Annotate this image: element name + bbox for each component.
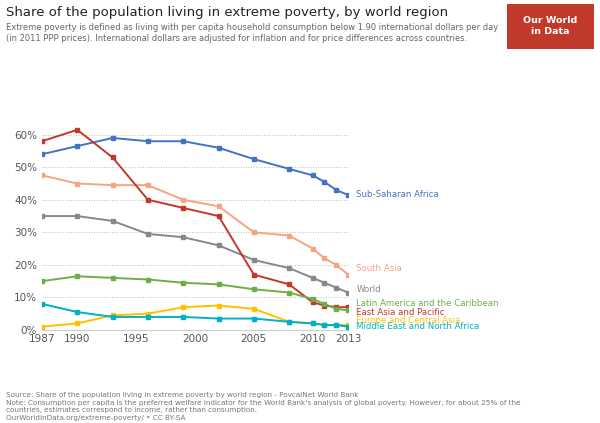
Text: East Asia and Pacific: East Asia and Pacific <box>356 308 445 316</box>
Text: Europe and Central Asia: Europe and Central Asia <box>356 316 461 325</box>
Text: Sub-Saharan Africa: Sub-Saharan Africa <box>356 190 439 199</box>
Text: South Asia: South Asia <box>356 264 402 272</box>
Text: Source: Share of the population living in extreme poverty by world region - Povc: Source: Share of the population living i… <box>6 393 521 421</box>
Text: Share of the population living in extreme poverty, by world region: Share of the population living in extrem… <box>6 6 448 19</box>
Text: Extreme poverty is defined as living with per capita household consumption below: Extreme poverty is defined as living wit… <box>6 23 498 44</box>
Text: Middle East and North Africa: Middle East and North Africa <box>356 322 479 331</box>
Text: Latin America and the Caribbean: Latin America and the Caribbean <box>356 299 499 308</box>
Text: Our World
in Data: Our World in Data <box>523 16 578 36</box>
Text: World: World <box>356 285 381 294</box>
